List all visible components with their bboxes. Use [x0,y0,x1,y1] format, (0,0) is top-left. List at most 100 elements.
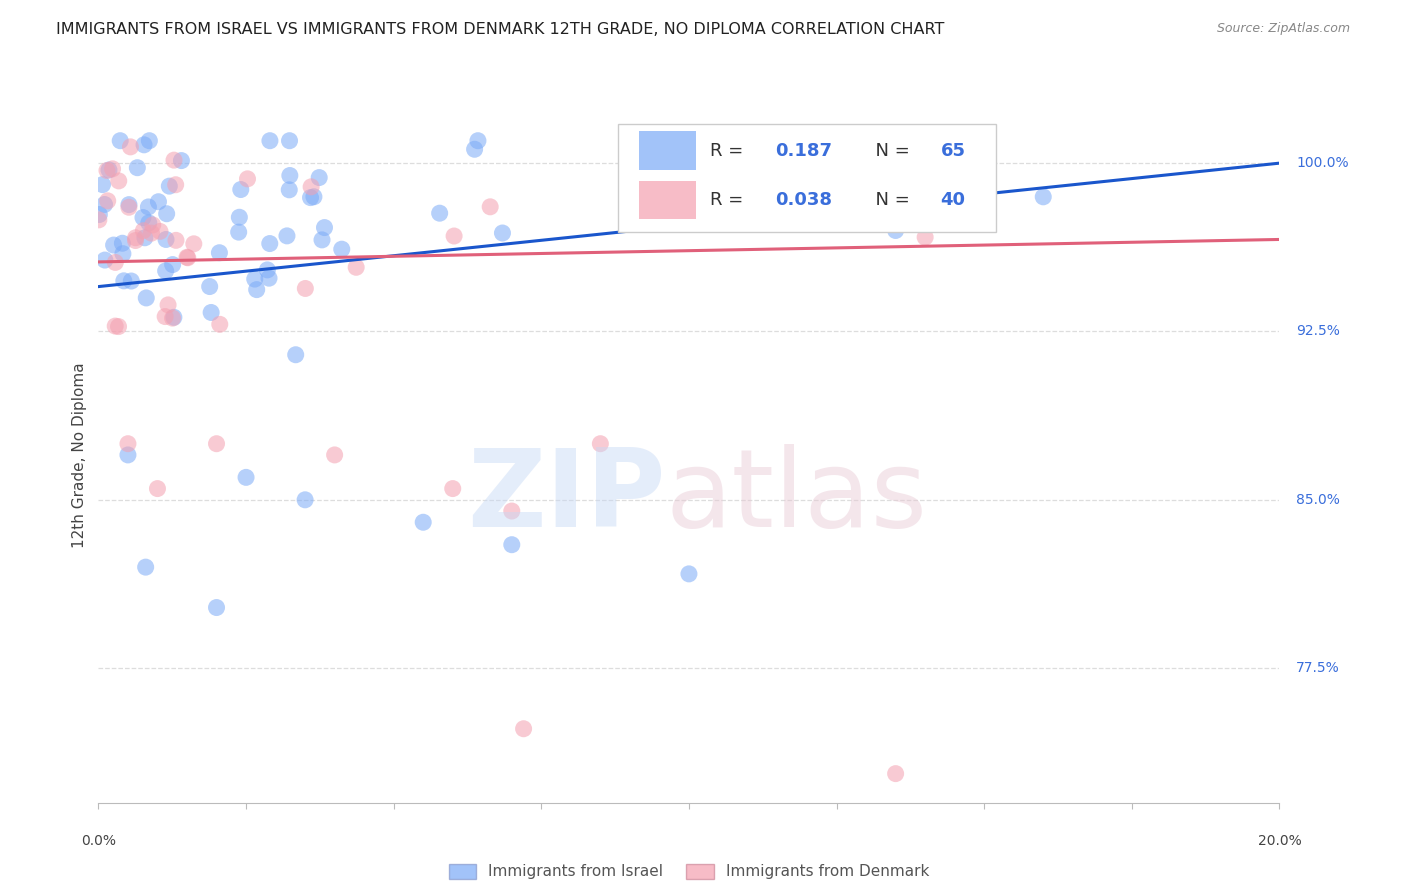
Point [183,236,205,251]
Point [107,319,129,334]
Point [132,211,155,225]
Text: 0.187: 0.187 [775,142,832,160]
Point [884,223,907,237]
Point [412,515,434,529]
Point [208,245,231,260]
Point [132,137,155,152]
Point [101,161,124,176]
Point [111,246,134,260]
FancyBboxPatch shape [619,124,995,232]
Point [157,179,180,194]
Text: ZIP: ZIP [467,443,665,549]
Point [479,200,502,214]
Point [464,142,486,156]
Point [111,236,134,251]
Point [205,600,228,615]
Point [294,492,316,507]
Point [323,448,346,462]
Point [246,283,269,297]
Text: R =: R = [710,191,749,210]
Point [228,211,250,225]
Point [278,183,301,197]
Point [299,191,322,205]
Point [118,200,141,214]
Point [311,233,333,247]
Point [208,318,231,332]
Point [94,253,117,268]
Point [155,264,177,278]
Text: 0.038: 0.038 [775,191,832,210]
Point [256,263,278,277]
Text: 0.0%: 0.0% [82,834,115,848]
Point [443,229,465,244]
Text: IMMIGRANTS FROM ISRAEL VS IMMIGRANTS FROM DENMARK 12TH GRADE, NO DIPLOMA CORRELA: IMMIGRANTS FROM ISRAEL VS IMMIGRANTS FRO… [56,22,945,37]
Point [124,234,146,248]
Point [284,348,307,362]
Point [228,225,250,239]
Point [103,238,125,252]
Point [229,182,252,196]
Text: Source: ZipAtlas.com: Source: ZipAtlas.com [1216,22,1350,36]
Point [501,538,523,552]
Point [142,218,165,232]
Text: R =: R = [710,142,749,160]
Point [87,212,110,227]
Point [259,236,281,251]
Point [330,242,353,256]
Point [308,170,330,185]
Text: 65: 65 [941,142,966,160]
Point [165,178,187,192]
Point [205,436,228,450]
Point [163,153,186,168]
Point [148,194,170,209]
Point [157,298,180,312]
Point [200,305,222,319]
Point [135,291,157,305]
Point [243,272,266,286]
Point [344,260,367,275]
Point [491,226,513,240]
Point [138,216,160,230]
Point [156,207,179,221]
Point [162,258,184,272]
Point [127,161,149,175]
Y-axis label: 12th Grade, No Diploma: 12th Grade, No Diploma [72,362,87,548]
Point [914,230,936,244]
Legend: Immigrants from Israel, Immigrants from Denmark: Immigrants from Israel, Immigrants from … [443,857,935,886]
Point [429,206,451,220]
FancyBboxPatch shape [640,131,696,169]
Point [314,220,336,235]
Point [170,153,193,168]
Point [176,250,198,264]
Point [467,134,489,148]
Point [153,310,176,324]
Point [235,470,257,484]
Point [302,190,325,204]
Point [884,766,907,780]
Point [441,482,464,496]
Point [117,436,139,450]
Point [162,311,184,326]
Text: 85.0%: 85.0% [1296,492,1340,507]
Point [278,169,301,183]
Text: 40: 40 [941,191,966,210]
Point [276,228,298,243]
Point [132,224,155,238]
FancyBboxPatch shape [640,181,696,219]
Point [96,163,118,178]
Point [198,279,221,293]
Point [236,172,259,186]
Point [294,281,316,295]
Text: atlas: atlas [665,443,928,549]
Point [165,233,187,247]
Text: N =: N = [863,191,915,210]
Point [1032,190,1054,204]
Point [149,224,172,238]
Point [120,140,142,154]
Point [93,197,115,211]
Point [117,448,139,462]
Point [678,566,700,581]
Point [138,134,160,148]
Point [91,178,114,192]
Point [259,134,281,148]
